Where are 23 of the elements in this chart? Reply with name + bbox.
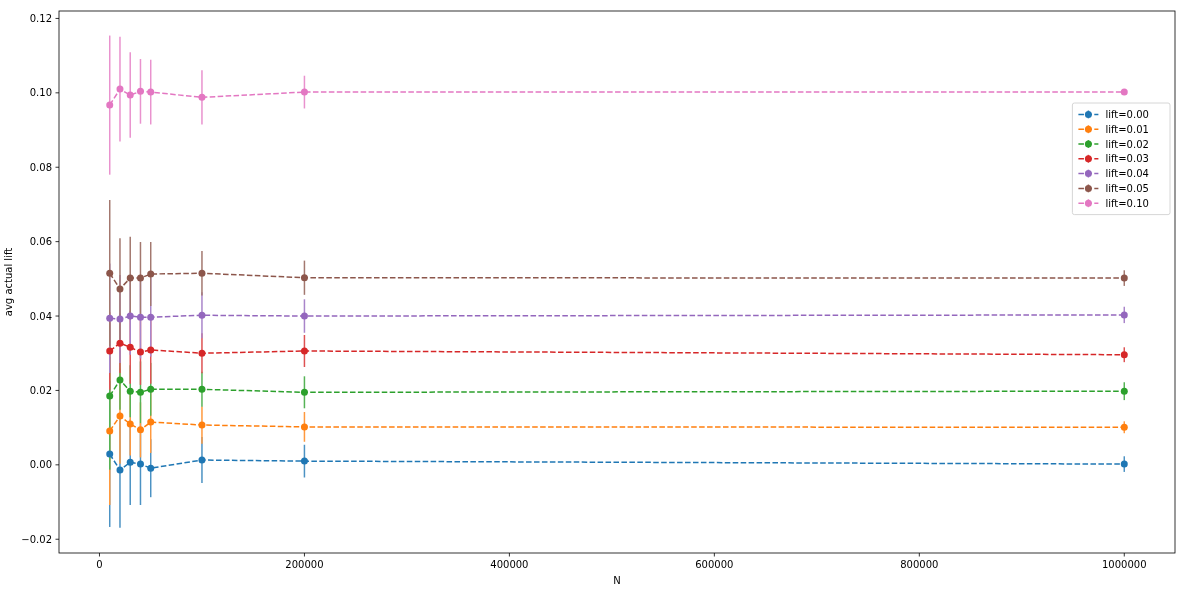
legend-label: lift=0.04 — [1105, 168, 1149, 180]
y-tick-label: 0.00 — [29, 459, 52, 471]
legend-label: lift=0.03 — [1105, 153, 1149, 165]
x-tick-label: 800000 — [900, 559, 939, 570]
x-tick-label: 0 — [96, 559, 103, 570]
x-tick-label: 400000 — [490, 559, 529, 570]
y-tick-label: 0.08 — [29, 161, 52, 173]
legend-label: lift=0.00 — [1105, 108, 1149, 120]
y-tick-label: 0.02 — [29, 384, 52, 396]
legend-label: lift=0.02 — [1105, 138, 1149, 150]
x-axis-title: N — [613, 575, 621, 586]
y-tick-label: 0.10 — [29, 87, 52, 99]
x-tick-label: 600000 — [695, 559, 734, 570]
y-axis-title: avg actual lift — [3, 247, 14, 317]
legend-label: lift=0.05 — [1105, 182, 1149, 194]
x-tick-label: 1000000 — [1102, 559, 1147, 570]
y-tick-label: 0.04 — [29, 310, 52, 322]
x-tick-label: 200000 — [285, 559, 324, 570]
legend-label: lift=0.01 — [1105, 123, 1149, 135]
y-tick-label: 0.06 — [29, 236, 52, 248]
y-tick-label: −0.02 — [21, 533, 52, 545]
legend-label: lift=0.10 — [1105, 197, 1149, 209]
y-tick-label: 0.12 — [29, 12, 52, 24]
